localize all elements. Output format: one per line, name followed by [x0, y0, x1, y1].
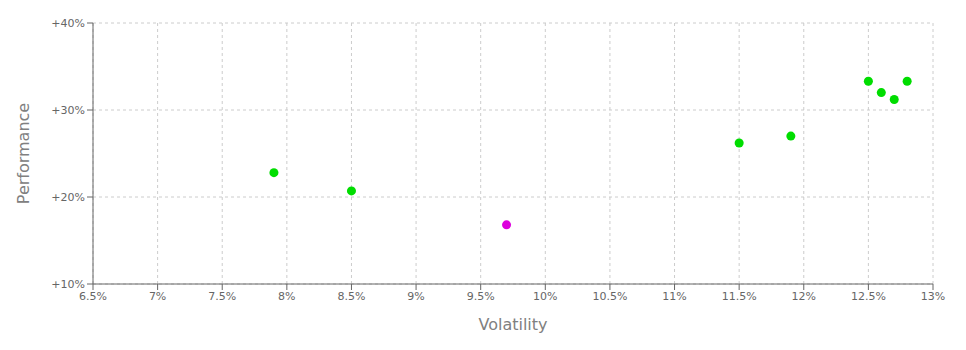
svg-text:8.5%: 8.5% — [337, 290, 365, 303]
svg-text:11.5%: 11.5% — [722, 290, 757, 303]
svg-text:Performance: Performance — [14, 103, 33, 204]
svg-text:9.5%: 9.5% — [467, 290, 495, 303]
svg-text:10%: 10% — [533, 290, 557, 303]
svg-text:6.5%: 6.5% — [79, 290, 107, 303]
svg-text:12.5%: 12.5% — [851, 290, 886, 303]
svg-text:8%: 8% — [278, 290, 295, 303]
svg-text:10.5%: 10.5% — [592, 290, 627, 303]
svg-text:+10%: +10% — [51, 278, 85, 291]
svg-text:+30%: +30% — [51, 104, 85, 117]
svg-text:12%: 12% — [792, 290, 816, 303]
svg-text:+20%: +20% — [51, 191, 85, 204]
svg-text:Volatility: Volatility — [478, 315, 547, 334]
svg-text:+40%: +40% — [51, 17, 85, 30]
svg-text:11%: 11% — [662, 290, 686, 303]
svg-text:7.5%: 7.5% — [208, 290, 236, 303]
svg-text:13%: 13% — [921, 290, 945, 303]
svg-text:9%: 9% — [407, 290, 424, 303]
svg-text:7%: 7% — [149, 290, 166, 303]
